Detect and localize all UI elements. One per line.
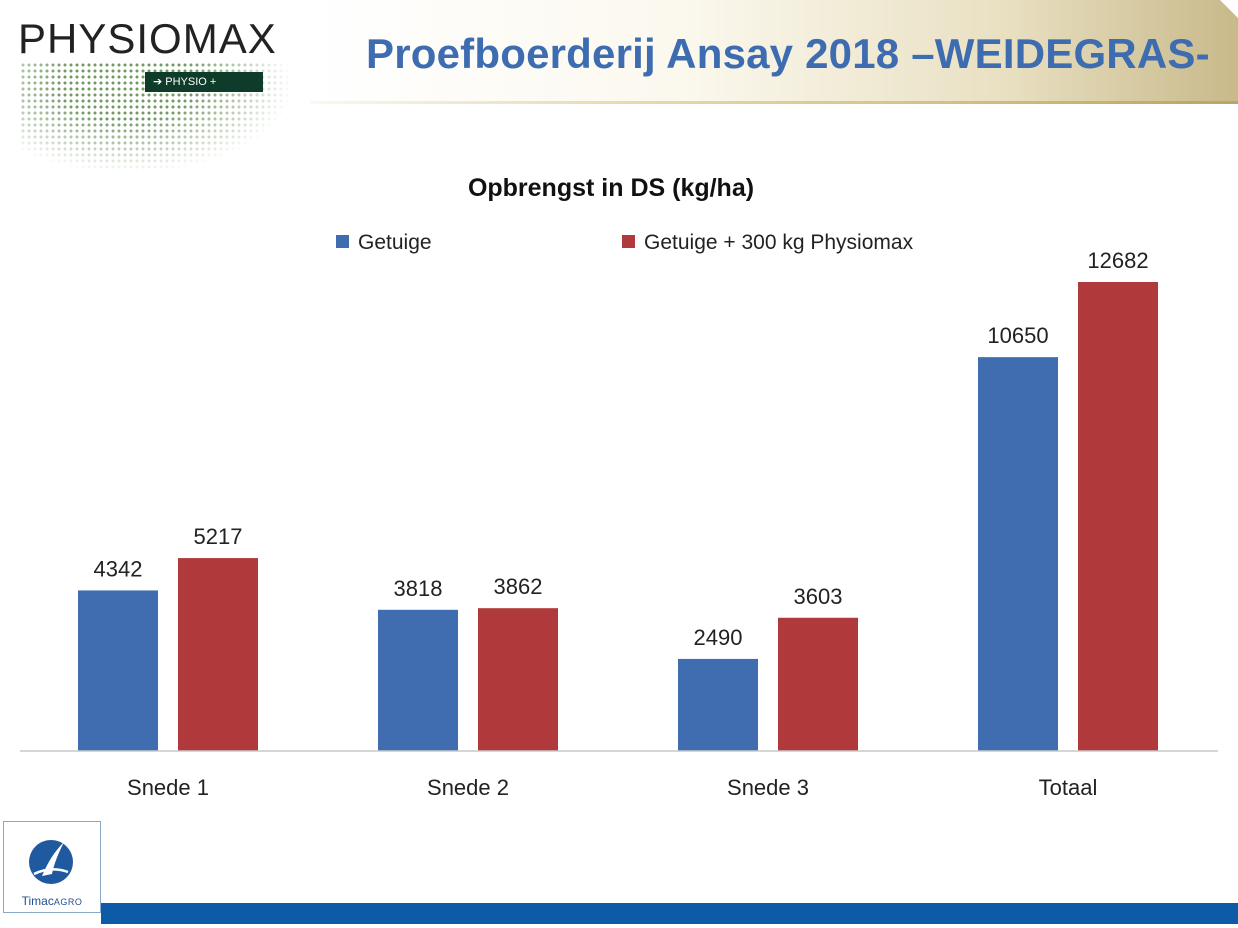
slide-title: Proefboerderij Ansay 2018 –WEIDEGRAS- — [366, 30, 1210, 77]
data-label: 2490 — [694, 625, 743, 650]
data-label: 3862 — [494, 574, 543, 599]
chart-title: Opbrengst in DS (kg/ha) — [468, 174, 754, 202]
data-label: 3603 — [794, 584, 843, 609]
legend-swatch — [336, 235, 349, 248]
footer-bar — [101, 903, 1238, 924]
bar-physiomax-2 — [778, 617, 858, 751]
data-label: 3818 — [394, 576, 443, 601]
timac-agro-logo: TimacAGRO — [3, 821, 101, 913]
physiomax-logo: PHYSIOMAX ➔ PHYSIO + — [0, 0, 310, 175]
data-label: 10650 — [987, 323, 1048, 348]
logo-wordmark: PHYSIOMAX — [18, 15, 277, 62]
bar-physiomax-0 — [178, 558, 258, 751]
header-corner-decoration — [1220, 0, 1238, 18]
timac-brand-sub: AGRO — [53, 897, 83, 907]
header-band — [310, 0, 1238, 104]
logo-tagline: ➔ PHYSIO + — [145, 72, 263, 92]
chart-bars: 4342 3818 2490 10650 5217 3862 3603 12682 — [78, 248, 1158, 751]
bar-getuige-2 — [678, 658, 758, 751]
x-axis-labels: Snede 1 Snede 2 Snede 3 Totaal — [127, 775, 1097, 800]
timac-brand-text: TimacAGRO — [4, 894, 100, 908]
x-tick-label: Snede 1 — [127, 775, 209, 800]
chart-legend: Getuige Getuige + 300 kg Physiomax — [336, 231, 914, 254]
data-label: 5217 — [194, 524, 243, 549]
bar-physiomax-1 — [478, 608, 558, 751]
timac-emblem-icon — [29, 840, 73, 884]
bar-getuige-3 — [978, 357, 1058, 751]
data-label: 4342 — [94, 556, 143, 581]
legend-swatch — [622, 235, 635, 248]
x-tick-label: Totaal — [1039, 775, 1098, 800]
data-label: 12682 — [1087, 248, 1148, 273]
legend-label: Getuige + 300 kg Physiomax — [644, 231, 914, 254]
x-tick-label: Snede 3 — [727, 775, 809, 800]
bar-physiomax-3 — [1078, 282, 1158, 751]
footer-line — [101, 924, 1238, 928]
legend-label: Getuige — [358, 231, 432, 254]
x-tick-label: Snede 2 — [427, 775, 509, 800]
timac-brand-main: Timac — [21, 894, 54, 908]
bar-getuige-1 — [378, 609, 458, 751]
bar-getuige-0 — [78, 590, 158, 751]
